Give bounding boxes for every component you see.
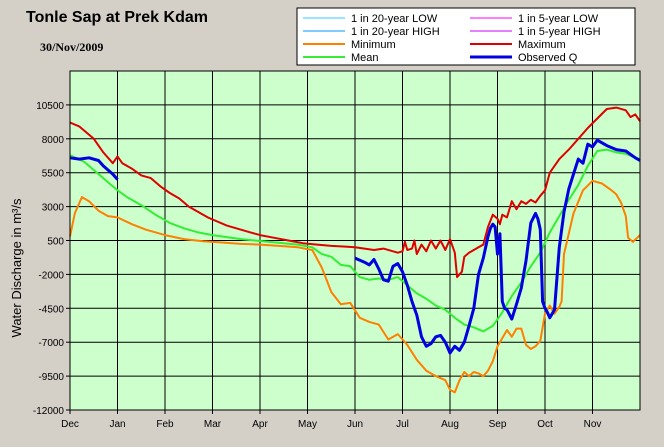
- y-axis-label: Water Discharge in m³/s: [9, 198, 24, 337]
- y-tick-label: -12000: [33, 406, 65, 417]
- x-tick-label: Jun: [347, 419, 363, 430]
- legend-label-mean: Mean: [351, 52, 379, 64]
- series-line-minimum: [69, 179, 641, 394]
- legend-box: [296, 7, 636, 66]
- x-tick-label: Sep: [489, 419, 507, 430]
- x-tick-label: Jan: [109, 419, 125, 430]
- series-line-observed-q: [69, 156, 119, 181]
- y-tick-label: 3000: [42, 203, 65, 214]
- x-tick-label: Jul: [396, 419, 409, 430]
- chart-title: Tonle Sap at Prek Kdam: [26, 9, 208, 26]
- x-tick-label: Apr: [252, 419, 268, 430]
- y-tick-label: 500: [47, 237, 64, 248]
- legend-label-1-in-20-year-low: 1 in 20-year LOW: [351, 13, 438, 25]
- legend-label-1-in-5-year-low: 1 in 5-year LOW: [518, 13, 599, 25]
- y-tick-label: 5500: [42, 169, 65, 180]
- legend-label-1-in-5-year-high: 1 in 5-year HIGH: [518, 26, 601, 38]
- chart-date: 30/Nov/2009: [40, 40, 103, 54]
- y-tick-label: -9500: [38, 372, 64, 383]
- legend-label-minimum: Minimum: [351, 39, 396, 51]
- series-line-maximum: [69, 106, 641, 279]
- x-tick-label: Mar: [204, 419, 222, 430]
- legend-label-1-in-20-year-high: 1 in 20-year HIGH: [351, 26, 440, 38]
- legend-label-observed-q: Observed Q: [518, 52, 578, 64]
- x-tick-label: Oct: [537, 419, 553, 430]
- x-tick-label: Feb: [156, 419, 174, 430]
- x-tick-label: Nov: [584, 419, 602, 430]
- legend: 1 in 20-year LOW 1 in 5-year LOW 1 in 20-y…: [296, 7, 636, 66]
- series-line-mean: [69, 148, 641, 333]
- y-tick-label: -7000: [38, 338, 64, 349]
- y-tick-label: 10500: [36, 101, 64, 112]
- y-tick-label: -4500: [38, 304, 64, 315]
- x-tick-label: May: [298, 419, 317, 430]
- y-tick-label: 8000: [42, 135, 65, 146]
- series-line-observed-q: [354, 138, 641, 355]
- y-tick-label: -2000: [38, 270, 64, 281]
- x-tick-label: Dec: [61, 419, 79, 430]
- x-tick-label: Aug: [441, 419, 459, 430]
- legend-label-maximum: Maximum: [518, 39, 566, 51]
